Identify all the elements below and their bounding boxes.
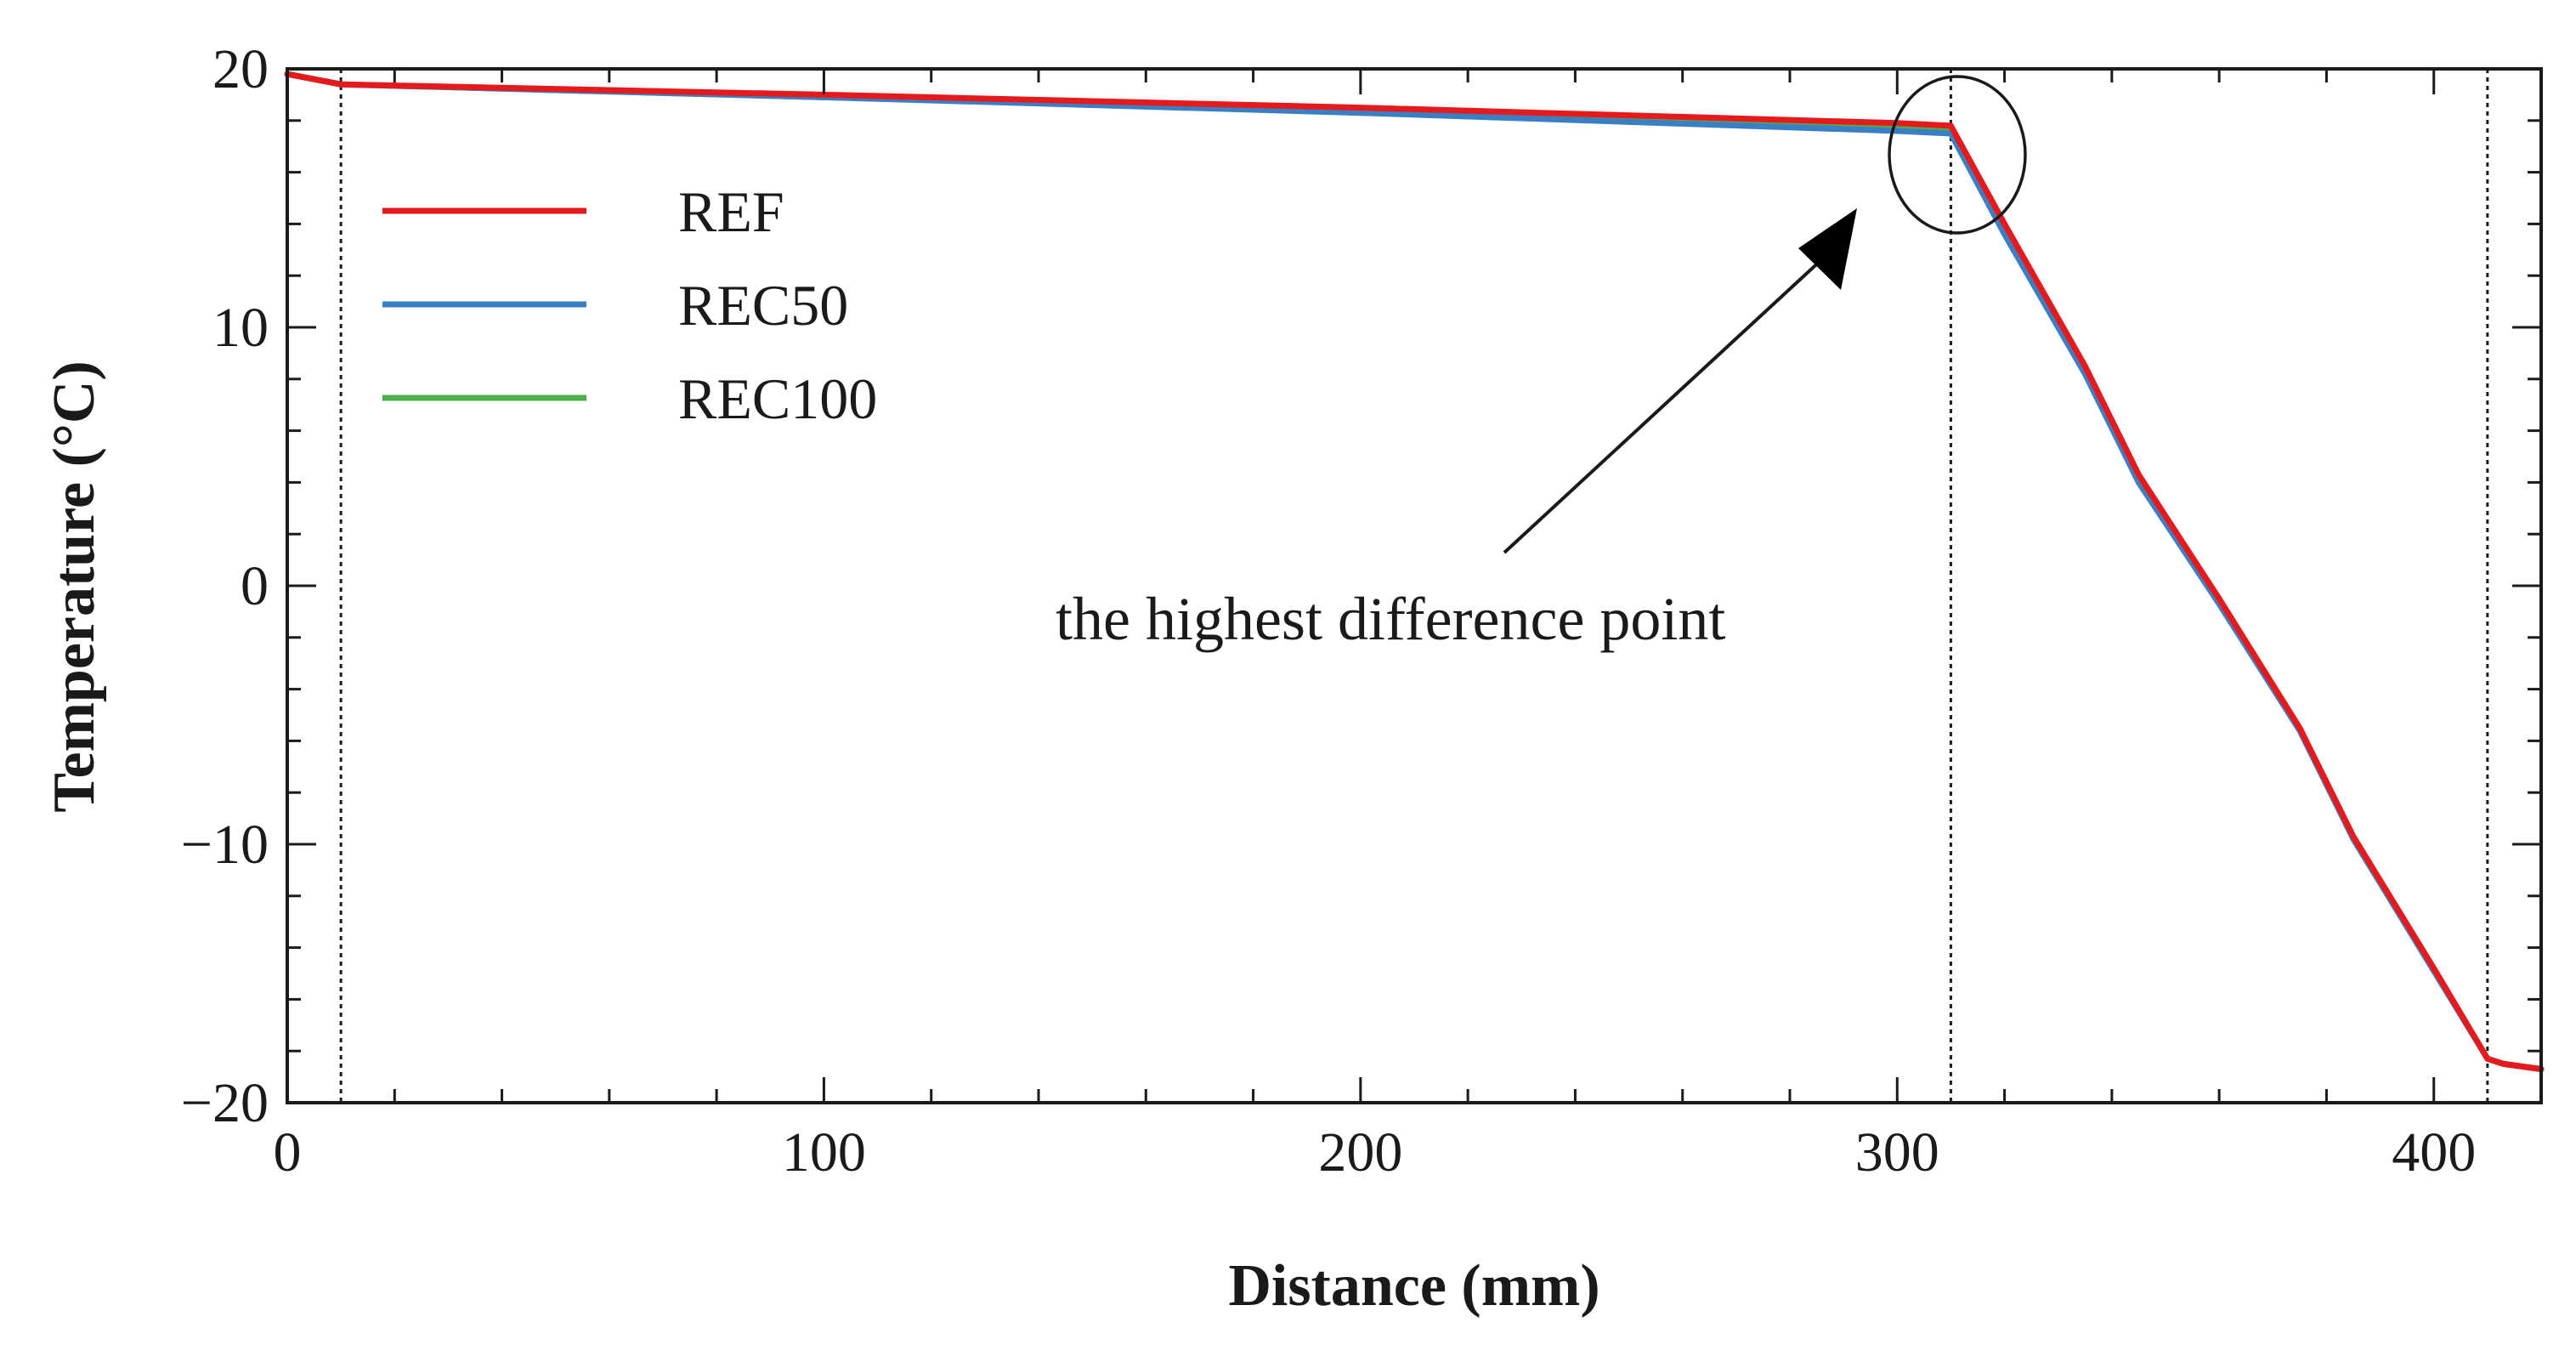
y-tick-label: 20 <box>212 38 269 100</box>
y-axis-title: Temperature (°C) <box>42 360 107 813</box>
legend: REF REC50 REC100 <box>382 179 877 431</box>
vertical-reference-lines <box>339 69 2489 1103</box>
series-layer <box>284 71 2545 1072</box>
tick-labels: 0 100 200 300 400 −20 −10 0 10 20 <box>181 38 2476 1183</box>
y-tick-label: 10 <box>212 297 269 359</box>
x-axis-title: Distance (mm) <box>1228 1253 1599 1319</box>
x-tick-label: 300 <box>1855 1121 1939 1183</box>
legend-label-rec100: REC100 <box>678 366 877 431</box>
legend-label-rec50: REC50 <box>678 273 848 338</box>
annotation-label: the highest difference point <box>1056 585 1725 653</box>
plot-frame <box>286 67 2543 1104</box>
highlight-circle <box>1888 75 2027 235</box>
y-tick-label: −20 <box>181 1072 269 1134</box>
x-tick-label: 400 <box>2392 1121 2476 1183</box>
y-tick-label: −10 <box>181 814 269 876</box>
x-tick-label: 100 <box>782 1121 866 1183</box>
annotation-arrow-line <box>1503 245 1837 554</box>
y-tick-label: 0 <box>241 555 269 617</box>
x-tick-label: 200 <box>1318 1121 1402 1183</box>
annotation-arrowhead <box>1798 208 1857 290</box>
x-tick-label: 0 <box>274 1121 302 1183</box>
legend-label-ref: REF <box>678 179 784 244</box>
annotation: the highest difference point <box>1056 75 2027 653</box>
series-line-ref <box>284 71 2545 1072</box>
